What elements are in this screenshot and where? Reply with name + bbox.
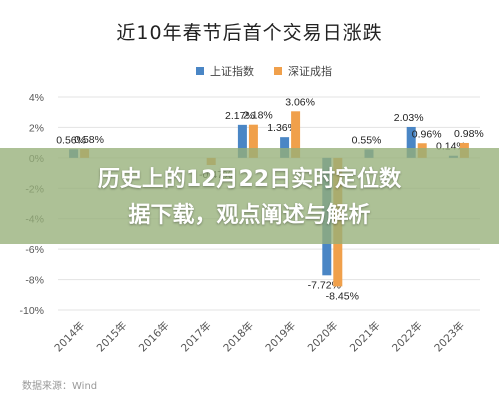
x-tick-label: 2019年 bbox=[263, 319, 299, 355]
data-label: 0.55% bbox=[352, 134, 382, 146]
data-label: 2.18% bbox=[243, 110, 273, 122]
x-tick-label: 2015年 bbox=[94, 319, 130, 355]
y-tick-label: -6% bbox=[25, 244, 44, 256]
x-tick-label: 2021年 bbox=[347, 319, 383, 355]
x-tick-label: 2017年 bbox=[178, 319, 214, 355]
chart-legend: 上证指数 深证成指 bbox=[196, 63, 332, 79]
bar-series-2 bbox=[248, 124, 258, 158]
data-source-note: 数据来源：Wind bbox=[22, 381, 98, 392]
y-tick-label: 2% bbox=[29, 122, 44, 134]
legend-item-series-2: 深证成指 bbox=[274, 63, 332, 79]
data-label: 1.36% bbox=[267, 122, 297, 134]
legend-swatch-series-1 bbox=[196, 67, 204, 75]
headline-text: 历史上的12月22日实时定位数 据下载，观点阐述与解析 bbox=[0, 162, 499, 234]
bar-series-1 bbox=[406, 126, 416, 158]
y-tick-label: -8% bbox=[25, 275, 44, 287]
headline-overlay bbox=[0, 148, 499, 244]
data-label: 0.96% bbox=[412, 128, 442, 140]
x-tick-label: 2018年 bbox=[221, 319, 257, 355]
data-label: 0.98% bbox=[454, 128, 484, 140]
x-tick-label: 2014年 bbox=[52, 319, 88, 355]
legend-label-series-1: 上证指数 bbox=[210, 65, 254, 78]
bar-series-1 bbox=[280, 137, 290, 158]
data-label: 2.17% bbox=[225, 110, 255, 122]
data-label: 0.56% bbox=[56, 134, 86, 146]
y-tick-label: -10% bbox=[19, 305, 44, 317]
data-label: -7.72% bbox=[308, 279, 341, 291]
y-tick-label: 4% bbox=[29, 92, 44, 104]
data-label: -8.45% bbox=[326, 290, 359, 302]
x-tick-label: 2023年 bbox=[432, 319, 468, 355]
data-label: 0.58% bbox=[74, 134, 104, 146]
legend-swatch-series-2 bbox=[274, 67, 282, 75]
x-tick-label: 2016年 bbox=[136, 319, 172, 355]
x-tick-label: 2022年 bbox=[389, 319, 425, 355]
data-label: 3.06% bbox=[285, 96, 315, 108]
x-tick-label: 2020年 bbox=[305, 319, 341, 355]
headline-line-1: 历史上的12月22日实时定位数 bbox=[97, 167, 402, 192]
legend-label-series-2: 深证成指 bbox=[288, 65, 332, 78]
chart-title: 近10年春节后首个交易日涨跌 bbox=[116, 22, 383, 44]
bar-series-1 bbox=[237, 124, 247, 158]
bar-series-2 bbox=[291, 111, 301, 158]
legend-item-series-1: 上证指数 bbox=[196, 63, 254, 79]
headline-line-2: 据下载，观点阐述与解析 bbox=[128, 203, 371, 228]
data-label: 2.03% bbox=[394, 112, 424, 124]
